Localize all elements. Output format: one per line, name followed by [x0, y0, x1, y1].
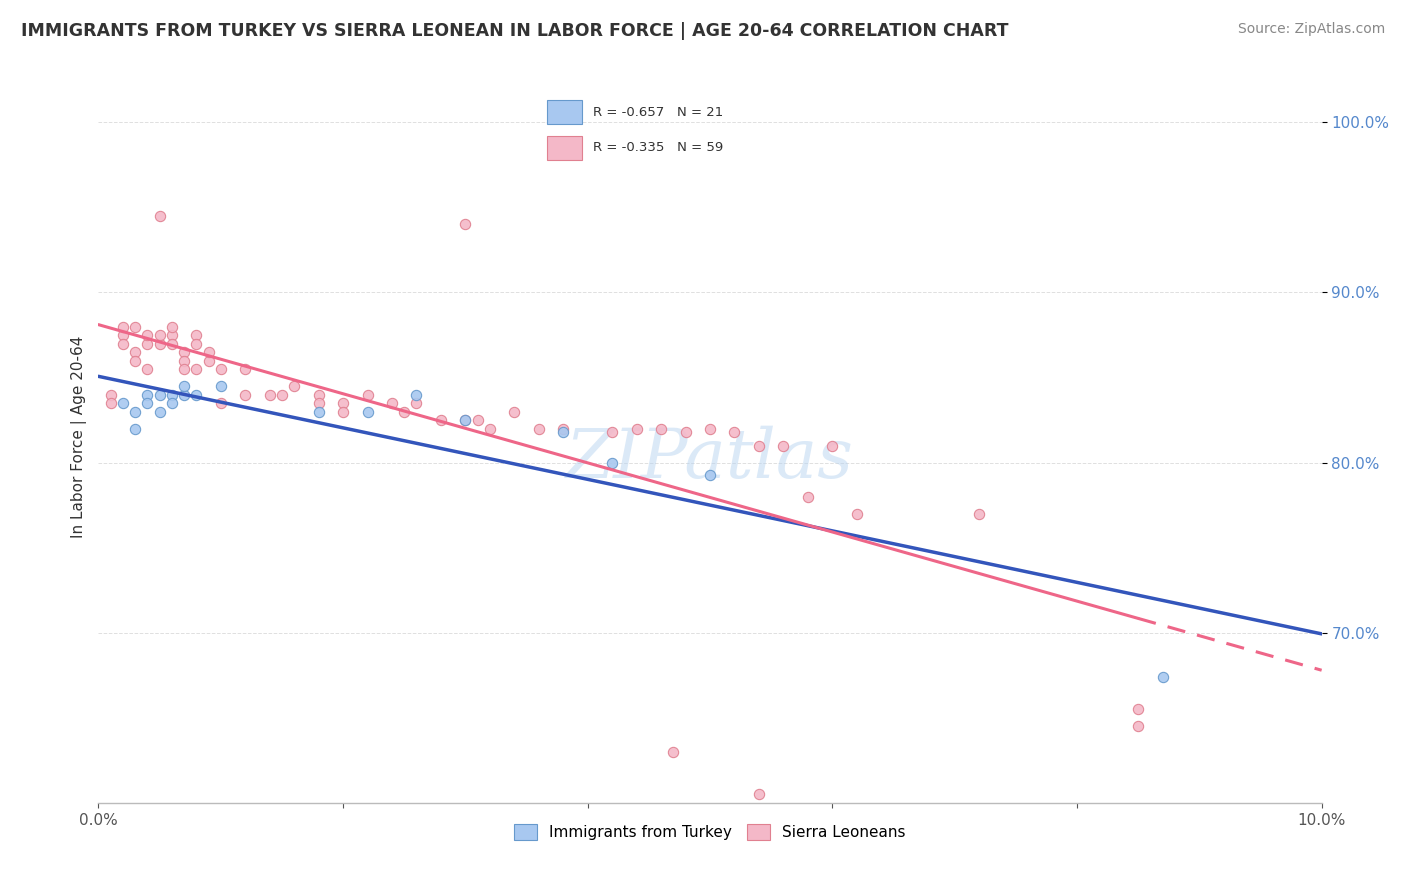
Point [111, 336, 134, 351]
Point [124, 404, 146, 418]
Point [553, 421, 575, 435]
Point [503, 404, 526, 418]
Point [136, 336, 159, 351]
Point [149, 328, 172, 343]
Point [136, 396, 159, 410]
Point [405, 387, 427, 401]
Point [600, 456, 623, 470]
Point [553, 425, 575, 439]
Point [160, 387, 183, 401]
Point [600, 425, 623, 439]
Point [173, 345, 195, 359]
Text: ZIPatlas: ZIPatlas [567, 425, 853, 492]
Point [356, 387, 378, 401]
Point [160, 336, 183, 351]
Point [1128, 702, 1150, 716]
Point [209, 396, 232, 410]
Point [149, 387, 172, 401]
Text: Source: ZipAtlas.com: Source: ZipAtlas.com [1237, 22, 1385, 37]
Point [454, 218, 477, 232]
Point [967, 507, 990, 521]
Point [173, 362, 195, 376]
Point [149, 404, 172, 418]
Point [270, 387, 292, 401]
Point [136, 362, 159, 376]
Point [430, 413, 453, 427]
Point [124, 345, 146, 359]
Point [308, 396, 330, 410]
Point [1152, 670, 1174, 684]
Point [209, 379, 232, 393]
Text: IMMIGRANTS FROM TURKEY VS SIERRA LEONEAN IN LABOR FORCE | AGE 20-64 CORRELATION : IMMIGRANTS FROM TURKEY VS SIERRA LEONEAN… [21, 22, 1008, 40]
Point [124, 421, 146, 435]
Point [662, 745, 685, 759]
Point [650, 421, 672, 435]
Point [136, 328, 159, 343]
Point [233, 362, 256, 376]
Point [699, 421, 721, 435]
Point [392, 404, 416, 418]
Point [186, 336, 208, 351]
Point [772, 439, 794, 453]
Point [845, 507, 868, 521]
Point [308, 404, 330, 418]
Point [748, 787, 770, 801]
Point [467, 413, 489, 427]
Point [675, 425, 697, 439]
Point [124, 319, 146, 334]
Point [173, 379, 195, 393]
Point [173, 353, 195, 368]
Point [186, 387, 208, 401]
Point [405, 396, 427, 410]
Point [136, 387, 159, 401]
Point [173, 387, 195, 401]
Point [186, 328, 208, 343]
Point [124, 353, 146, 368]
Point [160, 396, 183, 410]
Point [233, 387, 256, 401]
Point [186, 362, 208, 376]
Point [332, 404, 354, 418]
Point [111, 396, 134, 410]
Point [100, 396, 122, 410]
Point [111, 319, 134, 334]
Point [259, 387, 281, 401]
Point [381, 396, 404, 410]
Point [100, 387, 122, 401]
Legend: Immigrants from Turkey, Sierra Leoneans: Immigrants from Turkey, Sierra Leoneans [508, 818, 912, 847]
Point [454, 413, 477, 427]
Point [748, 439, 770, 453]
Point [723, 425, 745, 439]
Point [454, 413, 477, 427]
Point [149, 209, 172, 223]
Point [1128, 719, 1150, 733]
Y-axis label: In Labor Force | Age 20-64: In Labor Force | Age 20-64 [72, 336, 87, 538]
Point [160, 319, 183, 334]
Point [209, 362, 232, 376]
Point [149, 336, 172, 351]
Point [160, 328, 183, 343]
Point [197, 353, 219, 368]
Point [356, 404, 378, 418]
Point [283, 379, 305, 393]
Point [626, 421, 648, 435]
Point [797, 490, 820, 504]
Point [332, 396, 354, 410]
Point [699, 467, 721, 482]
Point [197, 345, 219, 359]
Point [478, 421, 501, 435]
Point [821, 439, 844, 453]
Point [111, 328, 134, 343]
Point [308, 387, 330, 401]
Point [527, 421, 550, 435]
